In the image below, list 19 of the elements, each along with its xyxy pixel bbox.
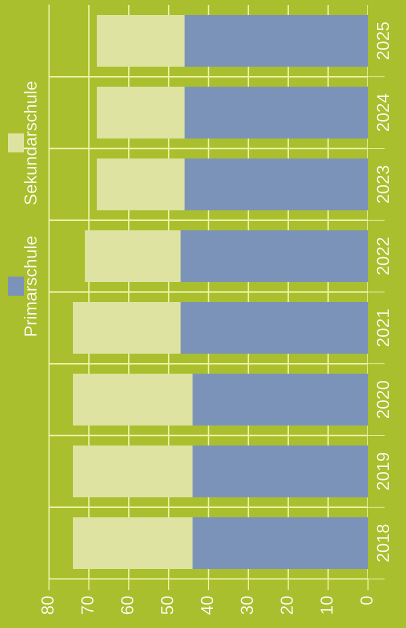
- y-tick-label: 2021: [376, 309, 390, 346]
- legend-label: Primarschule: [24, 236, 37, 336]
- y-tick-label: 2020: [376, 380, 390, 418]
- y-tick-label: 2019: [376, 452, 390, 490]
- x-tick-label: 30: [240, 596, 254, 614]
- x-tick-label: 40: [200, 596, 214, 615]
- y-tick-label: 2018: [376, 524, 390, 562]
- y-tick-label: 2025: [376, 22, 390, 60]
- x-tick-label: 50: [160, 596, 174, 614]
- x-tick-label: 0: [360, 596, 373, 605]
- legend-label: Sekundarschule: [24, 82, 37, 205]
- x-tick-label: 60: [121, 596, 134, 614]
- x-tick-label: 20: [280, 596, 293, 614]
- y-tick-label: 2023: [376, 166, 390, 203]
- y-tick-label: 2022: [376, 238, 390, 275]
- x-tick-label: 10: [320, 596, 333, 614]
- x-tick-label: 70: [81, 596, 94, 614]
- x-tick-label: 80: [41, 596, 54, 614]
- y-tick-label: 2024: [376, 94, 390, 132]
